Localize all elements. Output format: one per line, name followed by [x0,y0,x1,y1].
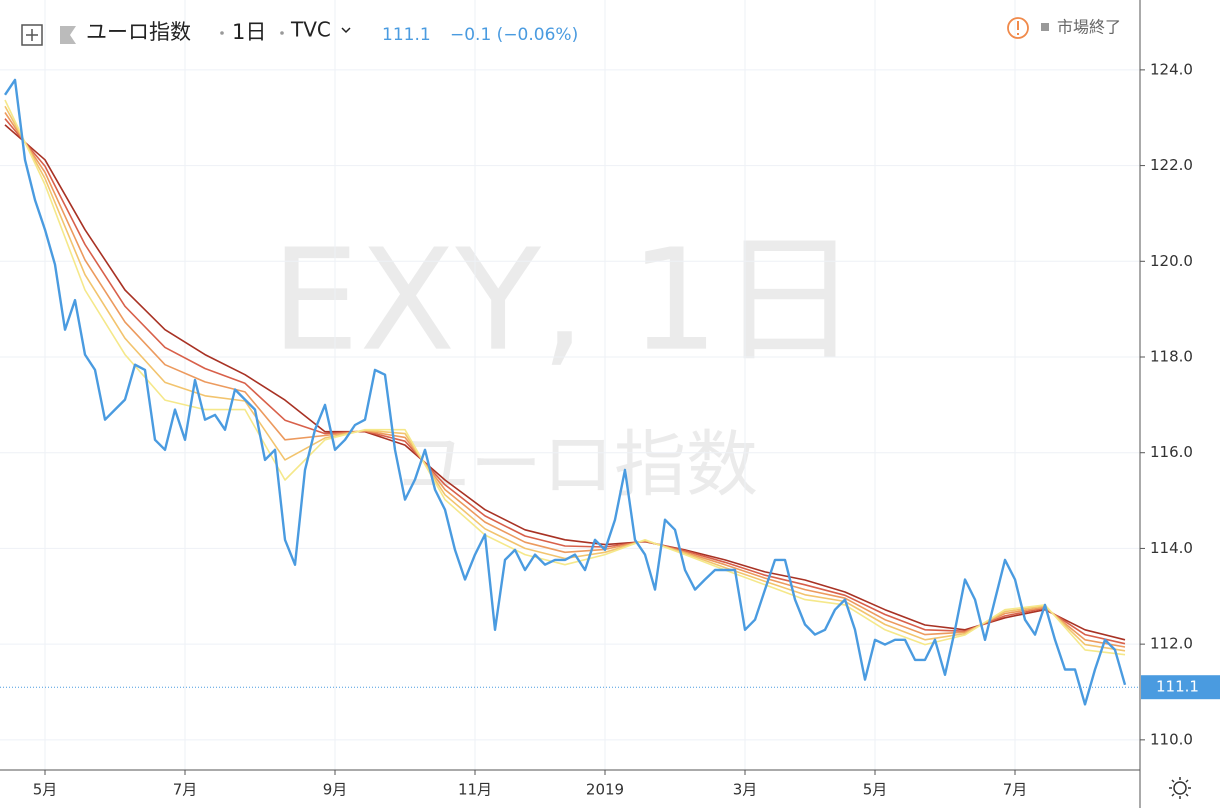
market-status: 市場終了 [1057,18,1121,37]
y-tick-label: 110.0 [1150,730,1193,748]
ribbon-line [4,105,1126,652]
price-line [4,78,1127,706]
alert-icon[interactable] [1007,17,1029,39]
y-tick-label: 118.0 [1150,348,1193,366]
x-tick-label: 7月 [173,781,198,799]
symbol-name[interactable]: ユーロ指数 [86,20,191,44]
y-tick-label: 112.0 [1150,635,1193,653]
watermark-main: EXY, 1日 [271,220,859,383]
x-tick-label: 5月 [863,781,888,799]
last-price-badge [1141,675,1220,700]
x-tick-label: 5月 [33,781,58,799]
y-tick-label: 124.0 [1150,60,1193,78]
add-button[interactable] [21,24,43,46]
last-price: 111.1 [382,25,431,45]
interval[interactable]: 1日 [232,20,266,44]
y-tick-label: 116.0 [1150,443,1193,461]
x-tick-label: 11月 [458,781,492,799]
flag-icon [60,26,76,44]
y-tick-label: 114.0 [1150,539,1193,557]
price-change: −0.1 (−0.06%) [450,25,578,45]
last-price-label: 111.1 [1156,678,1199,696]
separator [220,31,224,35]
plot [0,0,1140,770]
exchange[interactable]: TVC [290,18,331,42]
x-tick-label: 9月 [323,781,348,799]
watermark-sub: ユーロ指数 [398,423,758,507]
x-tick-label: 3月 [733,781,758,799]
y-tick-label: 120.0 [1150,252,1193,270]
ribbon-line [4,112,1126,648]
add-icon [26,29,38,41]
x-tick-label: 2019 [586,781,624,799]
settings-icon[interactable] [1169,777,1191,799]
separator [280,31,284,35]
chevron[interactable] [341,27,351,34]
ribbon-line [4,118,1126,645]
ribbon-line [4,124,1126,641]
x-tick-label: 7月 [1003,781,1028,799]
y-tick-label: 122.0 [1150,156,1193,174]
status-dot [1041,23,1049,31]
